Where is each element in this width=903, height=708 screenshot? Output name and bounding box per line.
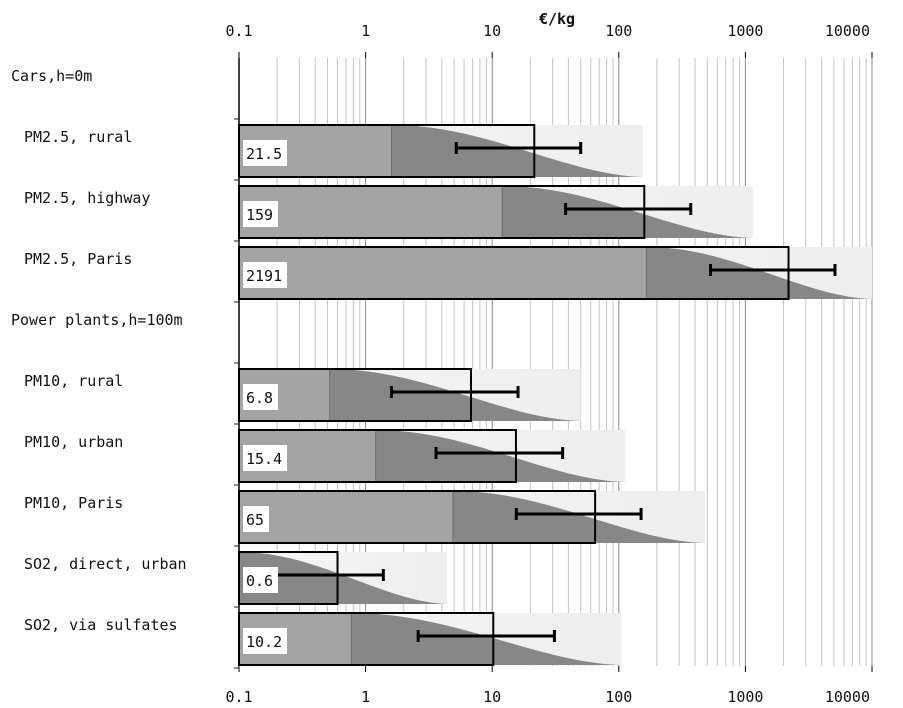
data-label: 10.2 xyxy=(246,633,282,651)
x-tick-label-top: 10000 xyxy=(825,22,870,40)
distribution-shape xyxy=(391,125,643,177)
category-label: PM2.5, rural xyxy=(24,128,132,146)
x-tick-label-bottom: 100 xyxy=(605,688,632,706)
data-label: 21.5 xyxy=(246,145,282,163)
x-tick-label-top: 10 xyxy=(483,22,501,40)
x-tick-label-bottom: 1000 xyxy=(727,688,763,706)
data-label-box xyxy=(243,140,287,166)
group-header-label: Power plants,h=100m xyxy=(11,311,183,329)
category-label: PM2.5, Paris xyxy=(24,250,132,268)
x-tick-label-bottom: 10 xyxy=(483,688,501,706)
data-label-box xyxy=(243,201,278,227)
data-label-box xyxy=(243,262,287,288)
bars xyxy=(238,124,872,666)
category-label: SO2, via sulfates xyxy=(24,616,178,634)
distribution-shape xyxy=(329,369,581,421)
distribution-shape xyxy=(646,247,872,299)
category-label: PM10, urban xyxy=(24,433,123,451)
data-label-box xyxy=(243,628,287,654)
distribution-shape xyxy=(375,430,626,482)
distribution-low-block xyxy=(239,491,453,543)
data-label: 6.8 xyxy=(246,389,273,407)
data-label: 2191 xyxy=(246,267,282,285)
x-tick-label-top: 0.1 xyxy=(225,22,252,40)
x-tick-label-bottom: 10000 xyxy=(825,688,870,706)
x-axis-label: €/kg xyxy=(539,10,575,28)
distribution-shape xyxy=(502,186,754,238)
data-label: 15.4 xyxy=(246,450,282,468)
labels: €/kg Cars,h=0m PM2.5, rural 21.5 PM2.5, hig… xyxy=(11,10,870,706)
data-label: 65 xyxy=(246,511,264,529)
distribution-shape xyxy=(351,613,622,665)
axes xyxy=(234,52,873,672)
data-label-box xyxy=(243,506,269,532)
x-tick-label-bottom: 1 xyxy=(361,688,370,706)
category-label: PM10, rural xyxy=(24,372,123,390)
category-label: PM10, Paris xyxy=(24,494,123,512)
x-tick-label-top: 1000 xyxy=(727,22,763,40)
group-header-label: Cars,h=0m xyxy=(11,67,92,85)
data-label-box xyxy=(243,384,278,410)
data-label-box xyxy=(243,567,278,593)
distribution-low-block xyxy=(239,186,503,238)
x-tick-label-top: 1 xyxy=(361,22,370,40)
x-tick-label-top: 100 xyxy=(605,22,632,40)
x-tick-label-bottom: 0.1 xyxy=(225,688,252,706)
data-label-box xyxy=(243,445,287,471)
category-label: PM2.5, highway xyxy=(24,189,150,207)
data-label: 0.6 xyxy=(246,572,273,590)
distribution-low-block xyxy=(239,247,647,299)
distribution-shape xyxy=(239,552,448,604)
data-label: 159 xyxy=(246,206,273,224)
category-label: SO2, direct, urban xyxy=(24,555,187,573)
distribution-shape xyxy=(452,491,706,543)
